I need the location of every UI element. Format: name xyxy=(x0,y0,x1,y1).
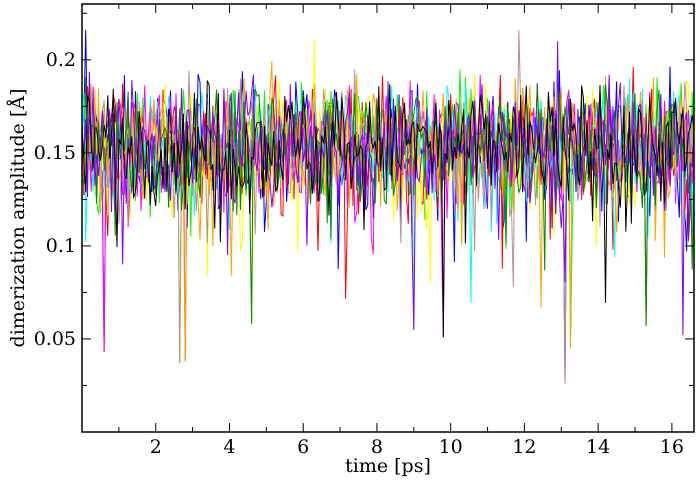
x-tick-label: 4 xyxy=(223,436,235,458)
series-layer xyxy=(82,30,694,384)
y-tick-label: 0.1 xyxy=(46,235,76,257)
plot-frame xyxy=(81,3,695,433)
x-tick-label: 6 xyxy=(297,436,309,458)
series-line xyxy=(82,61,694,362)
y-tick-label: 0.05 xyxy=(34,328,76,350)
x-tick-label: 10 xyxy=(439,436,463,458)
y-axis-label: dimerization amplitude [Å] xyxy=(7,89,29,348)
x-axis-label: time [ps] xyxy=(345,455,431,477)
x-tick-label: 14 xyxy=(586,436,610,458)
x-tick-label: 2 xyxy=(150,436,162,458)
y-axis: 0.05 0.1 0.15 0.2 xyxy=(34,12,694,386)
y-tick-label: 0.15 xyxy=(34,142,76,164)
x-tick-label: 8 xyxy=(371,436,383,458)
x-axis: 2 4 6 8 10 12 14 16 xyxy=(118,4,684,458)
x-tick-label: 12 xyxy=(512,436,536,458)
x-tick-label: 16 xyxy=(660,436,684,458)
y-tick-label: 0.2 xyxy=(46,49,76,71)
series-line xyxy=(82,80,694,338)
